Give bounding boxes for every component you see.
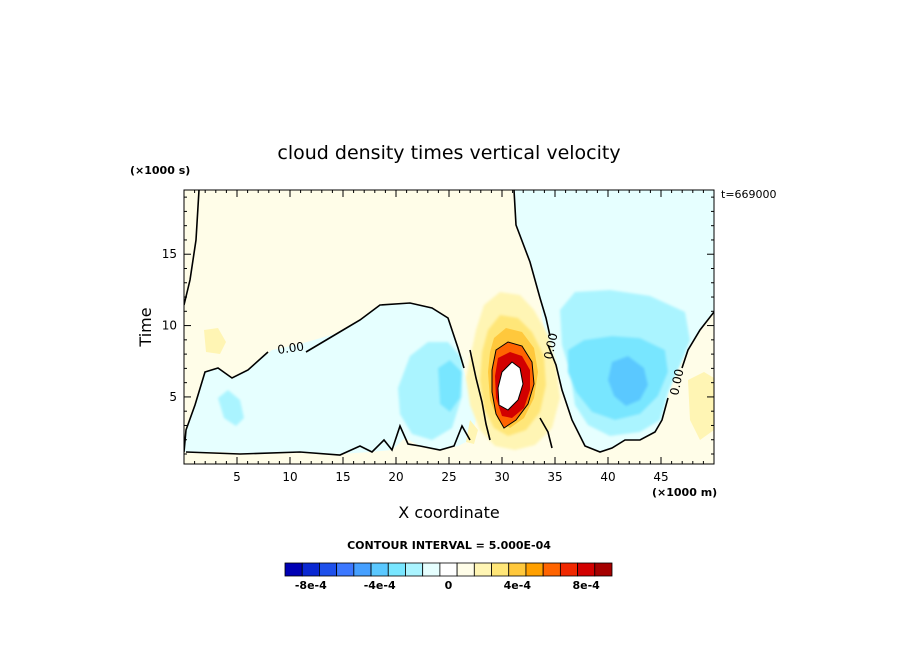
x-tick-label: 5 [233,470,241,484]
saturated-core-hole [497,361,524,411]
colorbar-swatch [577,562,596,577]
plot-field [184,190,714,464]
x-tick-label: 35 [547,470,562,484]
y-tick-label: 5 [169,390,177,404]
x-tick-label: 30 [494,470,509,484]
colorbar-tick-label: -8e-4 [295,579,327,592]
x-axis-ticks: 5 10 15 20 25 30 35 40 45 [194,190,704,484]
colorbar-tick-label: 4e-4 [504,579,532,592]
colorbar-swatch [542,562,561,577]
colorbar-swatch [301,562,320,577]
blue-blob-right [560,290,690,436]
x-unit-label: (×1000 m) [652,486,717,499]
contour-interval-text: CONTOUR INTERVAL = 5.000E-04 [347,539,551,552]
x-tick-label: 15 [335,470,350,484]
y-tick-label: 15 [162,247,177,261]
colorbar-swatch [319,562,338,577]
blue-blob-left [218,342,462,440]
colorbar-tick-label: 0 [445,579,453,592]
colorbar-tick-label: 8e-4 [573,579,601,592]
colorbar-swatch [387,562,406,577]
colorbar-swatch [594,562,613,577]
colorbar-swatch [525,562,544,577]
colorbar-swatch [405,562,424,577]
colorbar-swatch [370,562,389,577]
colorbar-swatch [439,562,458,577]
chart-title: cloud density times vertical velocity [277,142,620,164]
x-tick-label: 25 [441,470,456,484]
x-tick-label: 45 [653,470,668,484]
x-tick-label: 20 [388,470,403,484]
contour-label-center: 0.00 [541,332,560,361]
colorbar-swatch [336,562,355,577]
colorbar-swatch [473,562,492,577]
updraft-core [204,292,714,450]
colorbar-labels: -8e-4 -4e-4 0 4e-4 8e-4 [295,579,600,592]
y-axis-title: Time [136,307,155,347]
colorbar-swatch [559,562,578,577]
contour-label-right: 0.00 [667,368,686,397]
y-tick-label: 10 [162,319,177,333]
contour-label-left: 0.00 [276,339,304,357]
time-annotation: t=669000 [721,188,777,201]
zero-contours [184,190,714,456]
x-tick-label: 10 [282,470,297,484]
colorbar [284,562,613,577]
y-unit-label: (×1000 s) [130,164,190,177]
colorbar-swatch [422,562,441,577]
colorbar-swatch [284,562,303,577]
x-tick-label: 40 [600,470,615,484]
colorbar-swatch [353,562,372,577]
colorbar-swatch [491,562,510,577]
x-axis-title: X coordinate [398,503,499,522]
colorbar-swatch [456,562,475,577]
colorbar-swatch [508,562,527,577]
y-axis-ticks: 5 10 15 [162,196,714,455]
colorbar-tick-label: -4e-4 [364,579,396,592]
